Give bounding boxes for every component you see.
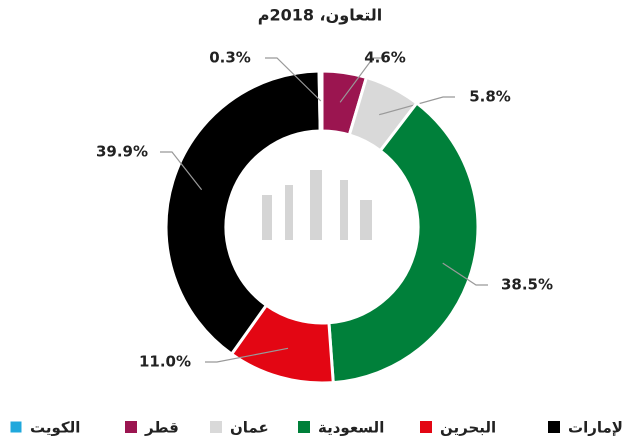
legend-swatch <box>420 421 432 433</box>
donut-slice <box>329 103 478 383</box>
legend-swatch <box>10 421 22 433</box>
data-label: 0.3% <box>209 49 251 67</box>
legend-swatch <box>548 421 560 433</box>
legend-label: قطر <box>144 419 179 437</box>
chart: التعاون، 2018م 4.6% 5.8% 38.5% 11.0% 39.9% 0.… <box>0 0 622 443</box>
data-label: 39.9% <box>96 143 148 161</box>
legend-label: البحرين <box>440 419 496 437</box>
data-label: 5.8% <box>469 88 511 106</box>
legend-swatch <box>298 421 310 433</box>
legend-label: الإمارات <box>568 419 622 437</box>
data-label: 38.5% <box>501 276 553 294</box>
legend-label: الكويت <box>30 419 80 437</box>
legend-label: السعودية <box>318 419 384 437</box>
legend-label: عمان <box>230 419 269 437</box>
donut-slice <box>166 71 320 354</box>
legend-swatch <box>210 421 222 433</box>
chart-title: التعاون، 2018م <box>258 6 383 25</box>
data-label: 4.6% <box>364 49 406 67</box>
center-illustration <box>262 170 372 240</box>
data-label: 11.0% <box>139 353 191 371</box>
legend-swatch <box>125 421 137 433</box>
